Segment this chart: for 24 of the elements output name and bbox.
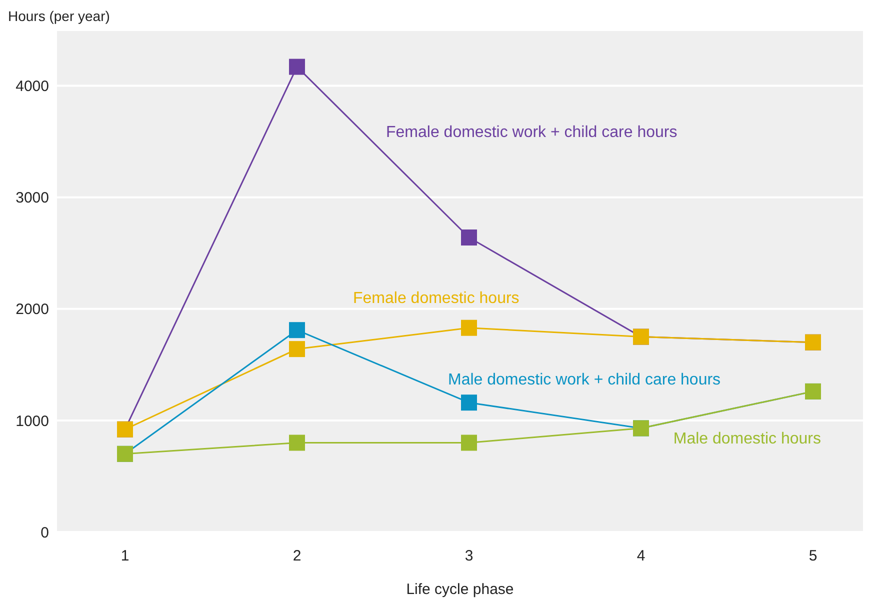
point: [461, 394, 477, 411]
y-tick-label: 0: [40, 524, 49, 542]
y-tick-label: 4000: [16, 78, 49, 96]
point: [461, 229, 477, 246]
point: [289, 434, 305, 451]
x-tick-label: 4: [636, 548, 646, 565]
point: [461, 320, 477, 336]
series-label: Female domestic hours: [353, 290, 520, 308]
point: [461, 434, 477, 451]
series-label: Female domestic work + child care hours: [386, 124, 678, 141]
point: [289, 322, 305, 338]
y-axis-title: Hours (per year): [8, 8, 111, 26]
point: [289, 341, 305, 358]
y-tick-label: 3000: [16, 190, 49, 207]
y-tick-label: 1000: [16, 412, 49, 430]
x-tick-label: 5: [808, 548, 818, 565]
point: [289, 58, 305, 75]
y-tick-label: 2000: [16, 301, 49, 318]
x-tick-label: 1: [120, 548, 130, 565]
x-axis-title: Life cycle phase: [406, 581, 514, 598]
series-label: Male domestic work + child care hours: [448, 372, 721, 389]
series-label: Male domestic hours: [673, 430, 821, 448]
x-tick-label: 3: [464, 548, 474, 565]
x-tick-label: 2: [292, 548, 302, 565]
